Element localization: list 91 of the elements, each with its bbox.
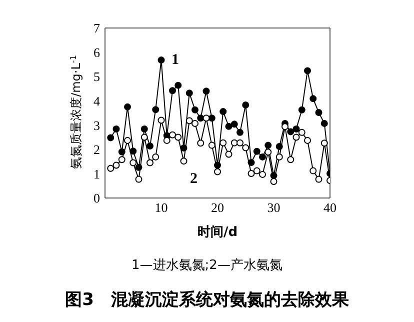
annotation: 1 (172, 52, 179, 68)
x-tick-label: 40 (324, 200, 336, 216)
point (310, 95, 317, 102)
y-tick-label: 4 (94, 93, 100, 108)
point (197, 140, 204, 147)
point (264, 148, 272, 156)
point (292, 134, 300, 141)
point (112, 126, 120, 133)
point (276, 153, 283, 160)
point (202, 88, 210, 95)
point (225, 122, 232, 130)
point (174, 82, 182, 89)
point (208, 114, 216, 122)
point (158, 116, 165, 124)
point (287, 128, 294, 136)
point (214, 162, 221, 169)
point (135, 176, 142, 183)
point (146, 142, 154, 150)
point (180, 158, 188, 165)
point (315, 109, 322, 116)
point (253, 167, 260, 174)
point (124, 136, 131, 144)
text: 1—进水氨氮;2—产水氨氮 (130, 257, 284, 274)
x-tick-label: 20 (211, 200, 224, 216)
point (270, 172, 278, 180)
point (270, 178, 278, 185)
point (242, 101, 250, 108)
point (112, 162, 120, 169)
point (180, 144, 188, 152)
point (208, 142, 216, 149)
point (253, 148, 260, 155)
point (304, 67, 311, 74)
point (320, 140, 328, 147)
x-tick-label: 30 (267, 200, 280, 216)
point (186, 117, 193, 124)
y-tick-label: 5 (94, 69, 100, 84)
point (220, 108, 227, 116)
point (287, 156, 294, 164)
point (276, 143, 283, 150)
point (248, 170, 255, 177)
point (140, 126, 148, 133)
y-tick-label: 1 (94, 166, 100, 182)
point (169, 87, 176, 94)
point (298, 128, 306, 136)
x-tick-label: 10 (154, 200, 168, 216)
point (135, 164, 142, 171)
annotation: 2 (190, 171, 198, 188)
point (152, 106, 160, 114)
point (315, 176, 322, 183)
point (259, 170, 266, 178)
y-tick-label: 6 (94, 44, 100, 60)
point (282, 123, 288, 130)
y-tick-label: 7 (94, 20, 100, 36)
point (320, 120, 328, 127)
y-tick-label: 2 (94, 142, 100, 158)
point (158, 56, 165, 64)
x-axis-title: 时间/d (197, 225, 238, 240)
point (310, 167, 317, 174)
point (236, 128, 244, 136)
point (220, 139, 227, 146)
point (152, 153, 160, 160)
point (236, 139, 244, 146)
point (130, 148, 137, 155)
point (146, 159, 154, 166)
point (214, 168, 221, 176)
point (225, 150, 232, 158)
point (186, 90, 193, 97)
point (192, 106, 198, 114)
point (169, 131, 176, 138)
point (118, 156, 126, 164)
point (248, 159, 255, 166)
point (230, 120, 238, 128)
point (304, 136, 311, 144)
text: 图3 混凝沉淀系统对氨氮的去除效果 (64, 289, 350, 311)
point (292, 126, 300, 133)
point (174, 134, 182, 141)
point (124, 103, 131, 110)
point (264, 142, 272, 149)
point (107, 134, 114, 142)
point (140, 134, 148, 141)
point (192, 120, 198, 127)
y-tick-label: 3 (94, 118, 100, 133)
point (259, 153, 266, 160)
point (107, 164, 114, 172)
point (242, 144, 250, 152)
point (202, 114, 210, 122)
point (118, 148, 126, 156)
point (298, 106, 306, 114)
point (197, 114, 204, 122)
point (130, 159, 137, 166)
y-tick-label: 0 (94, 190, 100, 206)
